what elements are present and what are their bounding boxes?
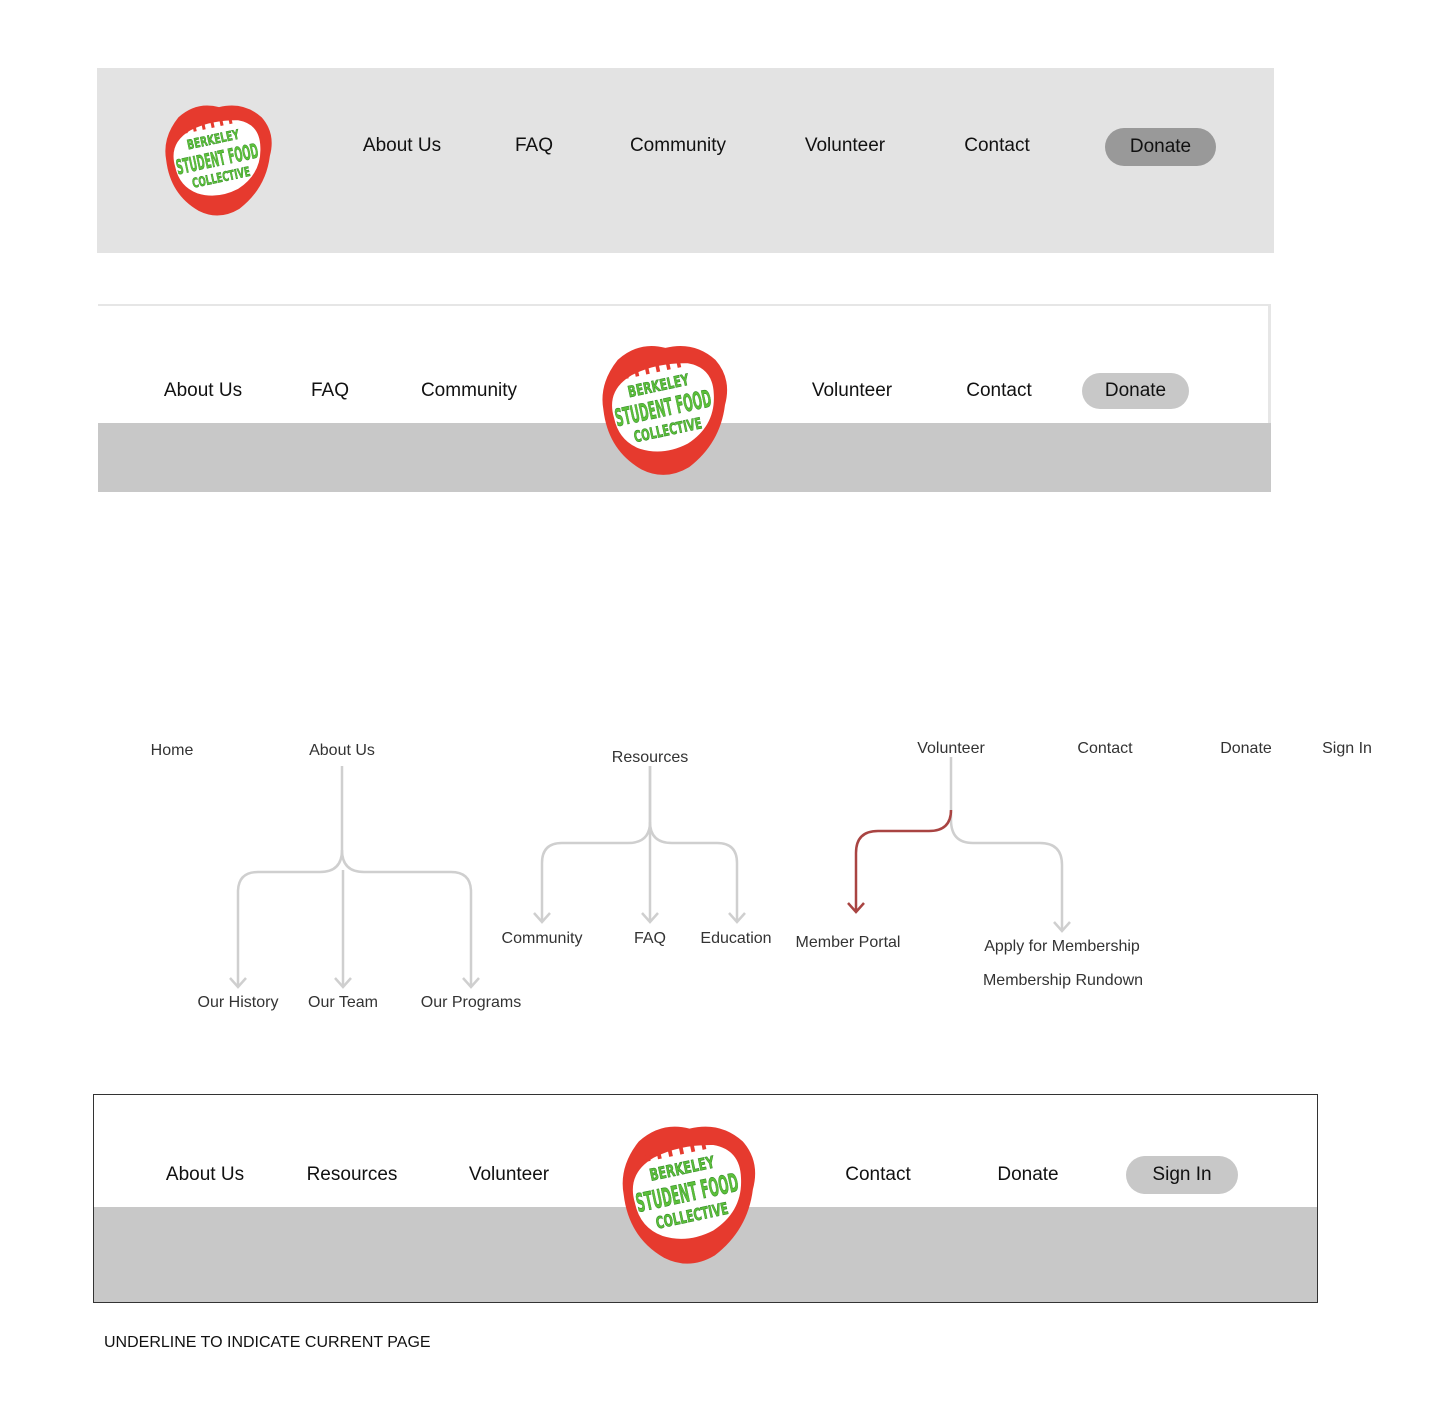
nav-link[interactable]: Resources bbox=[306, 1164, 398, 1185]
donate-button[interactable]: Donate bbox=[1105, 128, 1216, 166]
note: UNDERLINE TO INDICATE CURRENT PAGE bbox=[104, 1334, 431, 1351]
sitemap-node: Sign In bbox=[1322, 740, 1372, 757]
sitemap-node: Membership Rundown bbox=[982, 972, 1144, 989]
arrow-highlight bbox=[847, 809, 953, 914]
tooth bbox=[665, 362, 671, 371]
tooth bbox=[201, 123, 206, 130]
tooth bbox=[689, 1143, 696, 1153]
nav-link[interactable]: Contact bbox=[845, 1164, 911, 1185]
arrowhead bbox=[533, 912, 746, 924]
nav-link[interactable]: About Us bbox=[362, 135, 442, 156]
nav-link[interactable]: Volunteer bbox=[804, 135, 886, 156]
sitemap-node: Contact bbox=[1077, 740, 1133, 757]
tooth bbox=[210, 121, 215, 128]
arrow bbox=[340, 849, 473, 986]
sitemap-node: FAQ bbox=[633, 930, 667, 947]
nav-link[interactable]: Contact bbox=[964, 135, 1030, 156]
arrow bbox=[648, 821, 739, 921]
nav-link[interactable]: About Us bbox=[165, 1164, 245, 1185]
arrow bbox=[236, 766, 344, 986]
mouth-inside bbox=[173, 120, 261, 196]
tooth bbox=[701, 1141, 707, 1150]
tooth bbox=[634, 369, 640, 377]
sitemap-node: Community bbox=[501, 930, 583, 947]
nav-link[interactable]: Volunteer bbox=[811, 380, 893, 401]
tooth bbox=[667, 1148, 673, 1157]
tooth bbox=[645, 1153, 651, 1162]
sitemap-node: Apply for Membership bbox=[984, 938, 1140, 955]
sitemap-node: About Us bbox=[309, 742, 375, 759]
arrowhead bbox=[1053, 921, 1071, 933]
arrowhead bbox=[229, 977, 480, 989]
tooth bbox=[623, 371, 629, 379]
mouth-inside bbox=[612, 363, 714, 452]
tooth bbox=[656, 1151, 662, 1160]
donate-button[interactable]: Donate bbox=[1082, 373, 1189, 409]
tooth bbox=[676, 360, 682, 368]
sitemap-arrows bbox=[229, 757, 1071, 989]
tooth bbox=[678, 1146, 685, 1155]
sitemap-node: Resources bbox=[611, 749, 689, 766]
tooth bbox=[192, 125, 197, 132]
nav-link[interactable]: About Us bbox=[163, 380, 243, 401]
sitemap-node: Volunteer bbox=[917, 740, 985, 757]
nav-link[interactable]: FAQ bbox=[514, 135, 554, 156]
mouth-inside bbox=[632, 1144, 742, 1239]
sitemap-node: Our Programs bbox=[420, 994, 522, 1011]
nav-bar bbox=[93, 1094, 1318, 1303]
sitemap-node: Our Team bbox=[308, 994, 378, 1011]
tooth bbox=[228, 117, 233, 125]
nav-link[interactable]: Community bbox=[629, 135, 727, 156]
sign-in-button[interactable]: Sign In bbox=[1126, 1156, 1238, 1194]
tooth bbox=[655, 364, 661, 373]
arrow bbox=[949, 757, 1064, 931]
tooth bbox=[219, 119, 224, 127]
sitemap-node: Member Portal bbox=[795, 934, 901, 951]
nav-link[interactable]: FAQ bbox=[310, 380, 350, 401]
nav-link[interactable]: Community bbox=[420, 380, 518, 401]
sitemap-node: Education bbox=[700, 930, 772, 947]
nav-link[interactable]: Donate bbox=[997, 1164, 1059, 1185]
sitemap-node: Home bbox=[150, 742, 194, 759]
arrow bbox=[540, 766, 652, 921]
nav-link[interactable]: Volunteer bbox=[468, 1164, 550, 1185]
nav-bar bbox=[98, 304, 1271, 492]
sitemap-node: Our History bbox=[197, 994, 279, 1011]
tooth bbox=[644, 366, 650, 375]
nav-bar bbox=[97, 68, 1274, 253]
tooth bbox=[183, 127, 188, 134]
sitemap-node: Donate bbox=[1220, 740, 1272, 757]
nav-link[interactable]: Contact bbox=[966, 380, 1032, 401]
